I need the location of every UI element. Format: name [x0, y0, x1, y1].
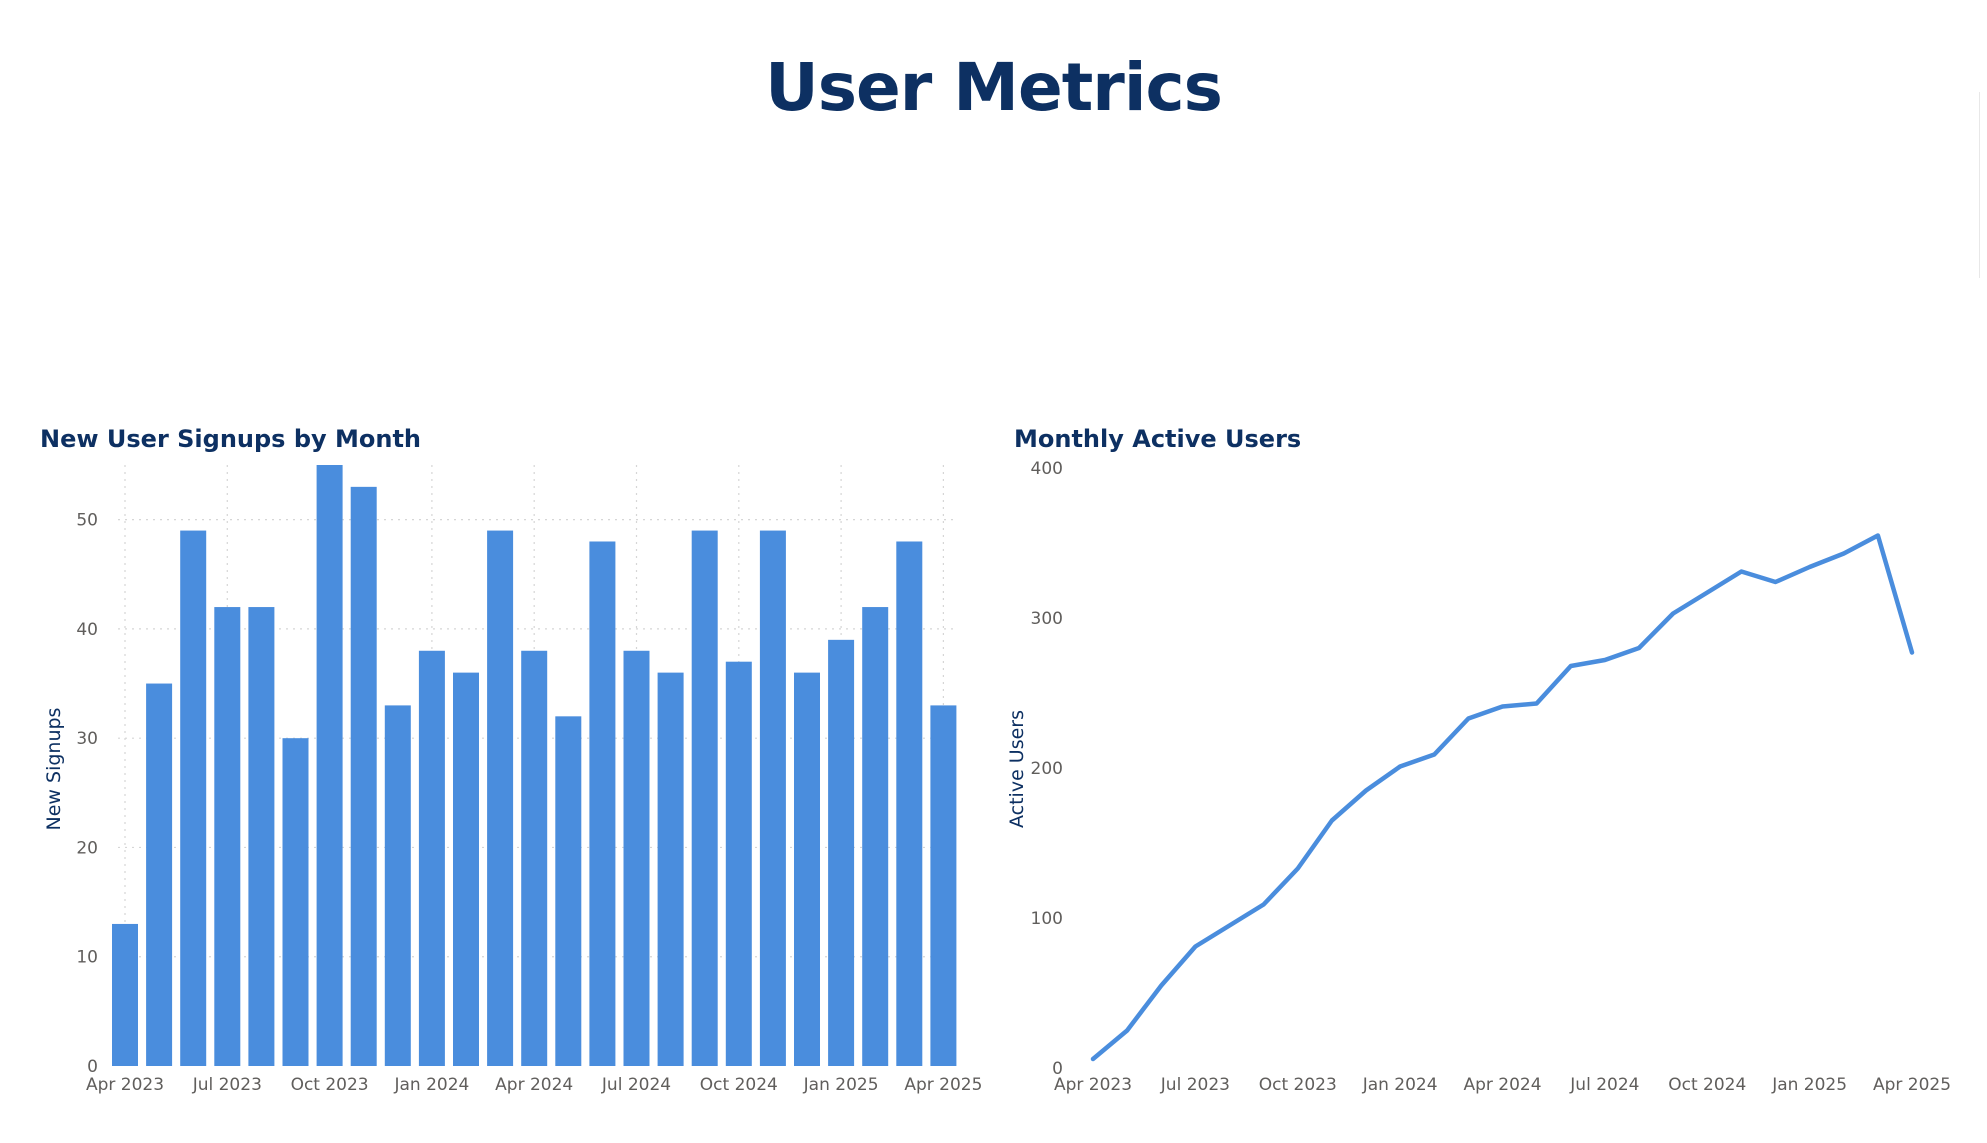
y-tick-label: 0	[1052, 1059, 1063, 1079]
y-tick-label: 100	[1031, 909, 1063, 929]
x-tick-label: Jul 2023	[192, 1075, 262, 1095]
bar	[930, 705, 957, 1066]
signups-x-tick-labels: Apr 2023 Jul 2023 Oct 2023 Jan 2024 Apr 2024…	[86, 1075, 982, 1095]
bar	[248, 607, 275, 1066]
signups-y-axis-title: New Signups	[43, 708, 65, 831]
bar	[555, 716, 582, 1066]
signups-bar-chart: 0 10 20 30 40 50 Apr 2023 Jul 2023 Oct 2023 Jan …	[43, 465, 982, 1095]
signups-y-tick-labels: 0 10 20 30 40 50	[76, 511, 98, 1077]
y-tick-label: 0	[87, 1057, 98, 1077]
mau-chart-title: Monthly Active Users	[1014, 425, 1302, 453]
y-tick-label: 300	[1031, 609, 1063, 629]
bar	[282, 738, 309, 1066]
bar	[794, 672, 820, 1066]
bar	[112, 923, 138, 1066]
y-tick-label: 50	[76, 511, 98, 531]
bar	[759, 530, 786, 1066]
y-tick-label: 200	[1031, 759, 1063, 779]
x-tick-label: Jul 2023	[1160, 1075, 1230, 1095]
mau-y-axis-title: Active Users	[1006, 710, 1028, 828]
bar	[180, 530, 207, 1066]
x-tick-label: Oct 2023	[291, 1075, 369, 1095]
bar	[146, 683, 173, 1066]
x-tick-label: Apr 2023	[1054, 1075, 1132, 1095]
y-tick-label: 40	[76, 620, 98, 640]
y-tick-label: 10	[76, 948, 98, 968]
bar	[487, 530, 514, 1066]
x-tick-label: Jul 2024	[1569, 1075, 1639, 1095]
x-tick-label: Apr 2024	[1463, 1075, 1541, 1095]
bar	[418, 650, 445, 1066]
mau-y-tick-labels: 0 100 200 300 400	[1031, 459, 1063, 1079]
bar	[214, 607, 241, 1066]
x-tick-label: Apr 2025	[904, 1075, 982, 1095]
x-tick-label: Jan 2024	[393, 1075, 469, 1095]
bar	[862, 607, 889, 1066]
bar	[623, 650, 650, 1066]
x-tick-label: Jan 2024	[1362, 1075, 1438, 1095]
y-tick-label: 400	[1031, 459, 1063, 479]
bar	[657, 672, 684, 1066]
bar	[725, 661, 752, 1066]
bar	[453, 672, 479, 1066]
signups-chart-title: New User Signups by Month	[40, 425, 422, 453]
x-tick-label: Oct 2023	[1259, 1075, 1337, 1095]
bar	[384, 705, 411, 1066]
bar	[521, 650, 548, 1066]
x-tick-label: Apr 2023	[86, 1075, 164, 1095]
mau-line-group	[1090, 533, 1915, 1062]
x-tick-label: Oct 2024	[700, 1075, 778, 1095]
x-tick-label: Apr 2025	[1873, 1075, 1951, 1095]
bar	[589, 541, 616, 1066]
series-line	[1090, 533, 1915, 1062]
divider	[1979, 92, 1980, 278]
bar	[316, 465, 343, 1066]
signups-bars	[112, 465, 957, 1066]
x-tick-label: Jul 2024	[601, 1075, 671, 1095]
y-tick-label: 30	[76, 729, 98, 749]
bar	[896, 541, 923, 1066]
x-tick-label: Jan 2025	[803, 1075, 879, 1095]
page-title: User Metrics	[765, 49, 1223, 126]
mau-x-tick-labels: Apr 2023 Jul 2023 Oct 2023 Jan 2024 Apr 2024…	[1054, 1075, 1951, 1095]
x-tick-label: Apr 2024	[495, 1075, 573, 1095]
x-tick-label: Oct 2024	[1668, 1075, 1746, 1095]
bar	[350, 486, 377, 1066]
bar	[828, 639, 855, 1066]
y-tick-label: 20	[76, 838, 98, 858]
bar	[691, 530, 718, 1066]
x-tick-label: Jan 2025	[1771, 1075, 1847, 1095]
